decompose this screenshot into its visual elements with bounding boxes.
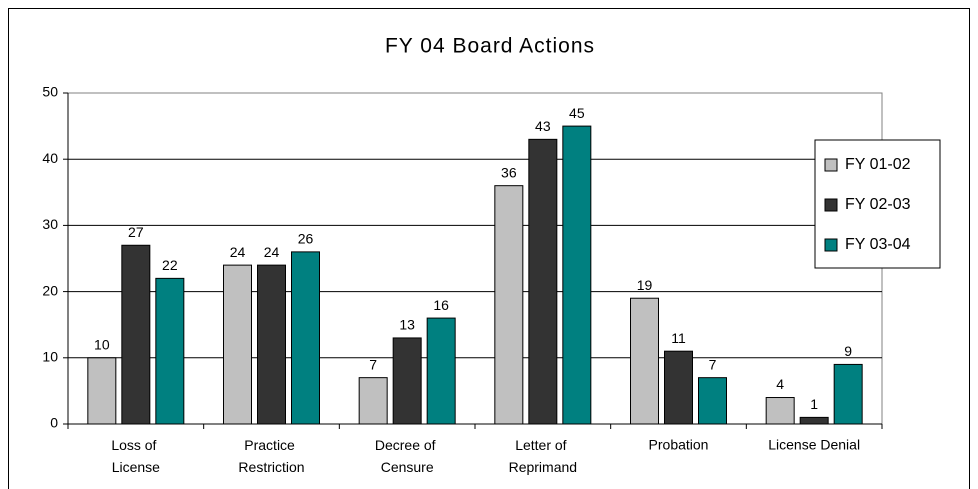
data-label: 10	[94, 337, 110, 353]
bar	[664, 350, 693, 425]
data-label: 24	[264, 244, 280, 260]
y-tick-label: 20	[42, 282, 58, 298]
bar	[223, 264, 252, 425]
bar	[528, 138, 558, 425]
data-label: 7	[369, 356, 377, 372]
legend-swatch	[824, 238, 838, 252]
data-label: 27	[128, 224, 144, 240]
bar	[87, 357, 117, 425]
bar	[630, 297, 659, 425]
data-label: 13	[399, 317, 415, 333]
data-label: 24	[230, 244, 246, 260]
y-tick-label: 0	[50, 415, 58, 431]
legend-swatch	[824, 158, 838, 172]
bar	[358, 377, 388, 425]
data-label: 1	[810, 396, 818, 412]
bar	[765, 397, 795, 425]
data-label: 16	[433, 297, 449, 313]
bar	[291, 251, 320, 425]
bar	[562, 125, 592, 425]
data-label: 4	[776, 376, 784, 392]
y-tick-label: 50	[42, 84, 58, 100]
bar	[257, 264, 286, 425]
legend-swatch	[824, 198, 838, 212]
bar	[426, 317, 456, 425]
data-label: 26	[298, 231, 314, 247]
data-label: 36	[501, 164, 517, 180]
bar	[494, 185, 524, 425]
x-tick-label: License Denial	[768, 437, 860, 453]
x-tick-label: Probation	[649, 437, 709, 453]
bar	[833, 363, 863, 425]
data-label: 7	[709, 356, 717, 372]
y-tick-label: 40	[42, 150, 58, 166]
data-label: 11	[671, 330, 686, 346]
y-tick-label: 30	[42, 216, 58, 232]
data-label: 43	[535, 118, 551, 134]
x-tick-label: Letter of Reprimand	[509, 437, 577, 475]
x-tick-label: Loss of License	[111, 437, 160, 475]
data-label: 9	[844, 343, 852, 359]
y-tick-label: 10	[42, 349, 58, 365]
data-label: 45	[569, 105, 585, 121]
legend-label: FY 01-02	[845, 156, 911, 173]
x-tick-label: Practice Restriction	[238, 437, 304, 475]
plot-area	[67, 92, 883, 425]
bar	[698, 377, 727, 425]
legend-label: FY 02-03	[845, 196, 911, 213]
chart-title: FY 04 Board Actions	[385, 35, 595, 58]
bar	[392, 337, 422, 425]
bar	[799, 416, 829, 425]
legend-label: FY 03-04	[845, 236, 911, 253]
data-label: 22	[162, 257, 178, 273]
x-tick-label: Decree of Censure	[375, 437, 440, 475]
data-label: 19	[637, 277, 653, 293]
bar	[121, 244, 151, 425]
bar	[155, 277, 185, 425]
